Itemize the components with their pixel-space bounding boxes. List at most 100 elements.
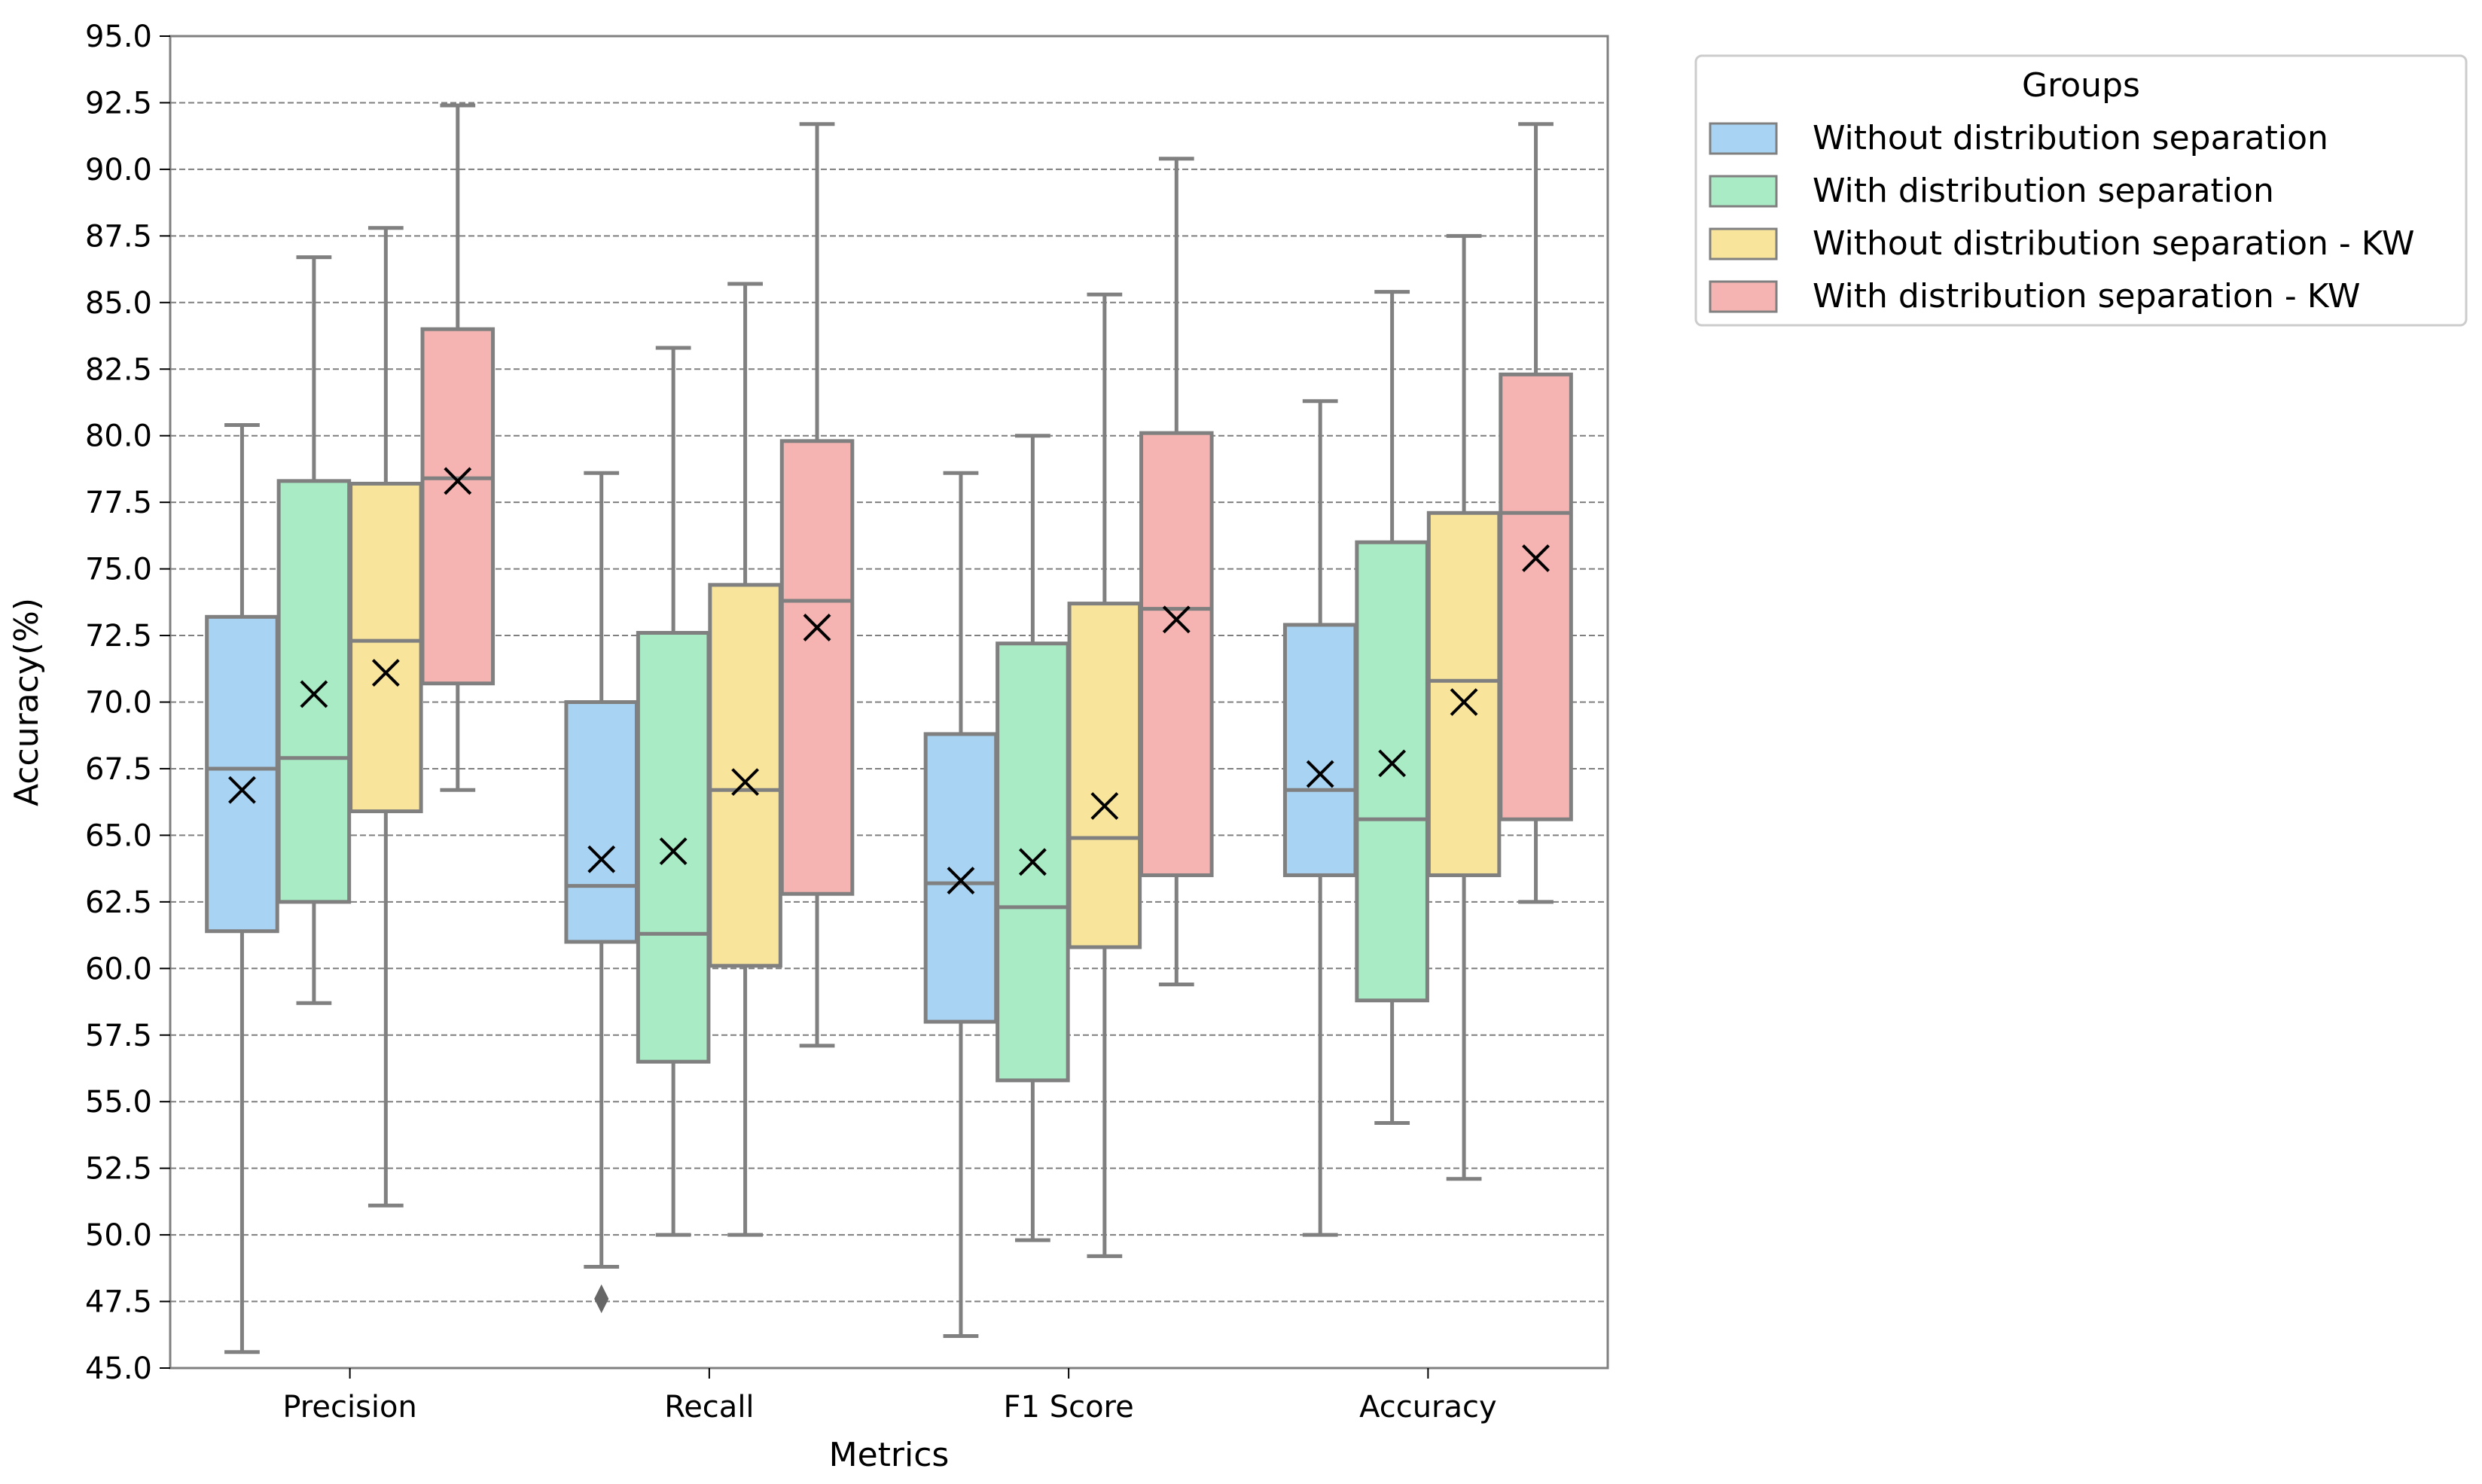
y-tick-label: 90.0: [85, 153, 152, 187]
box-0-2: [349, 226, 423, 1208]
box-1-2: [708, 282, 782, 1237]
box-2-3: [1139, 157, 1214, 987]
x-tick-label: Recall: [664, 1390, 754, 1425]
box-body: [636, 631, 711, 1064]
mean-marker-stroke: [731, 768, 760, 797]
legend-label: With distribution separation: [1813, 172, 2274, 210]
mean-marker-stroke: [228, 776, 256, 804]
mean-marker: [1378, 749, 1407, 778]
y-tick-label: 72.5: [85, 619, 152, 654]
y-tick-label: 45.0: [85, 1351, 152, 1386]
y-tick-label: 60.0: [85, 952, 152, 986]
mean-marker: [1162, 605, 1191, 634]
y-tick-label: 85.0: [85, 286, 152, 321]
box-2-2: [1067, 292, 1142, 1258]
mean-marker: [1018, 848, 1047, 876]
legend-swatch: [1709, 122, 1778, 155]
mean-marker-stroke: [444, 467, 472, 495]
x-tick-label: F1 Score: [1004, 1390, 1134, 1425]
mean-marker: [1306, 760, 1334, 788]
legend-swatch: [1709, 280, 1778, 313]
y-tick-label: 52.5: [85, 1152, 152, 1187]
box-body: [349, 481, 423, 814]
mean-marker-stroke: [1450, 688, 1478, 716]
legend-frame: [1694, 54, 2468, 327]
box-1-0: [564, 471, 639, 1314]
mean-marker-stroke: [1090, 792, 1119, 820]
y-tick-label: 77.5: [85, 486, 152, 520]
x-tick-label: Accuracy: [1359, 1390, 1497, 1425]
y-tick-label: 62.5: [85, 885, 152, 920]
mean-marker-stroke: [1306, 760, 1334, 788]
y-tick-label: 95.0: [85, 20, 152, 54]
box-2-1: [996, 434, 1070, 1242]
legend-title: Groups: [2022, 66, 2140, 105]
legend-items: Without distribution separation With dist…: [1709, 119, 2415, 315]
mean-marker-stroke: [371, 659, 400, 687]
box-body: [564, 700, 639, 944]
box-0-1: [276, 255, 352, 1005]
mean-marker-stroke: [803, 614, 831, 641]
mean-marker-stroke: [659, 837, 688, 866]
mean-marker: [228, 776, 256, 804]
box-body: [205, 614, 279, 934]
box-3-0: [1282, 399, 1358, 1237]
box-body: [923, 732, 999, 1024]
box-body: [1282, 623, 1358, 877]
mean-marker-stroke: [300, 680, 328, 708]
mean-marker-stroke: [947, 867, 975, 894]
y-tick-label: 80.0: [85, 419, 152, 454]
y-tick-label: 75.0: [85, 553, 152, 587]
box-0-3: [420, 103, 495, 792]
box-body: [1499, 372, 1573, 821]
mean-marker: [1450, 688, 1478, 716]
box-3-3: [1499, 122, 1573, 904]
mean-marker: [371, 659, 400, 687]
box-body: [779, 439, 855, 896]
mean-marker: [1522, 544, 1550, 572]
box-body: [420, 327, 495, 686]
legend-swatch: [1709, 227, 1778, 261]
mean-marker-stroke: [587, 845, 616, 873]
mean-marker-stroke: [1162, 605, 1191, 634]
mean-marker-stroke: [1018, 848, 1047, 876]
legend: Groups Without distribution separationWi…: [1694, 54, 2468, 327]
mean-marker: [1090, 792, 1119, 820]
y-axis-title: Accuracy(%): [8, 598, 46, 806]
box-body: [708, 583, 782, 968]
axes: 45.0 47.5 50.0 52.5 55.0 57.5 60.0 62.5 65.0 67.5…: [85, 20, 1497, 1425]
box-body: [276, 479, 352, 904]
legend-swatch: [1709, 175, 1778, 208]
mean-marker: [947, 867, 975, 894]
y-tick-label: 47.5: [85, 1285, 152, 1320]
box-3-2: [1426, 233, 1502, 1181]
boxes: [205, 103, 1573, 1354]
mean-marker-stroke: [1522, 544, 1550, 572]
y-tick-label: 92.5: [85, 86, 152, 120]
legend-label: With distribution separation - KW: [1813, 277, 2360, 315]
y-tick-label: 67.5: [85, 752, 152, 787]
box-1-3: [779, 122, 855, 1048]
box-1-1: [636, 346, 711, 1237]
y-tick-label: 82.5: [85, 352, 152, 387]
box-0-0: [205, 423, 279, 1354]
mean-marker: [731, 768, 760, 797]
y-tick-label: 87.5: [85, 219, 152, 254]
x-tick-label: Precision: [282, 1390, 416, 1425]
mean-marker: [587, 845, 616, 873]
box-body: [1067, 602, 1142, 949]
box-body: [1426, 510, 1502, 877]
mean-marker: [803, 614, 831, 641]
mean-marker: [300, 680, 328, 708]
y-tick-label: 57.5: [85, 1019, 152, 1053]
x-axis-title: Metrics: [829, 1436, 950, 1474]
y-tick-label: 70.0: [85, 686, 152, 721]
mean-marker: [659, 837, 688, 866]
legend-label: Without distribution separation: [1813, 119, 2328, 157]
mean-marker-stroke: [1378, 749, 1407, 778]
box-3-1: [1355, 290, 1429, 1126]
box-body: [1139, 431, 1214, 877]
box-body: [1355, 540, 1429, 1003]
y-tick-label: 65.0: [85, 818, 152, 853]
